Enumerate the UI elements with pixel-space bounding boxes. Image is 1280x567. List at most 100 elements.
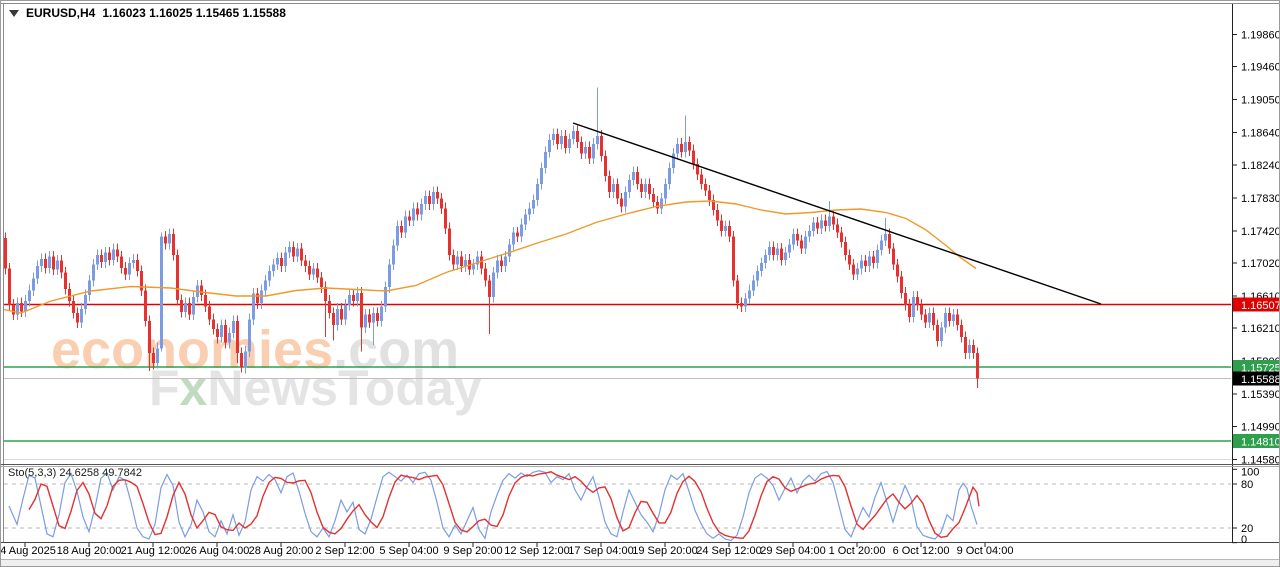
candle-body xyxy=(788,244,791,253)
candle-body xyxy=(912,297,915,317)
candle-body xyxy=(292,247,295,257)
candle-body xyxy=(256,293,259,303)
candle-body xyxy=(20,303,23,312)
candle-body xyxy=(164,236,167,244)
time-tick-label: 9 Oct 04:00 xyxy=(957,545,1014,557)
candle-body xyxy=(860,260,863,269)
stochastic-scale-label: 100 xyxy=(1241,467,1259,479)
candle-body xyxy=(844,242,847,255)
time-tick-label: 24 Sep 12:00 xyxy=(696,545,761,557)
candle-body xyxy=(544,152,547,168)
chevron-down-icon[interactable] xyxy=(9,9,19,17)
candle-body xyxy=(516,232,519,237)
time-tick-label: 28 Aug 20:00 xyxy=(249,545,314,557)
time-tick-label: 19 Sep 20:00 xyxy=(632,545,697,557)
time-tick-label: 29 Sep 04:00 xyxy=(760,545,825,557)
candle-body xyxy=(176,255,179,300)
candle-body xyxy=(116,249,119,257)
candle-body xyxy=(108,252,111,260)
level-price-badge xyxy=(1233,360,1279,374)
candle-body xyxy=(324,287,327,301)
candle-body xyxy=(60,260,63,273)
candle-body xyxy=(936,325,939,341)
candle-body xyxy=(152,353,155,363)
candle-body xyxy=(432,192,435,204)
candle-body xyxy=(524,214,527,225)
candle-body xyxy=(156,348,159,363)
candle-body xyxy=(452,255,455,265)
candle-body xyxy=(644,184,647,192)
candle-body xyxy=(236,321,239,353)
candle-body xyxy=(308,266,311,275)
window-bottom-strip xyxy=(1,559,1279,566)
candle-body xyxy=(188,303,191,315)
candle-body xyxy=(972,345,975,353)
candle-body xyxy=(668,168,671,184)
candle-body xyxy=(72,301,75,313)
candle-body xyxy=(636,172,639,184)
candle-body xyxy=(952,314,955,321)
price-tick-label: 1.18640 xyxy=(1241,128,1280,140)
candle-body xyxy=(288,247,291,253)
candle-body xyxy=(600,136,603,156)
candle-body xyxy=(352,295,355,301)
candle-body xyxy=(900,276,903,293)
candle-body xyxy=(940,327,943,341)
candle-body xyxy=(872,256,875,263)
candle-body xyxy=(656,202,659,209)
candle-body xyxy=(772,247,775,255)
candle-body xyxy=(876,250,879,263)
time-tick-label: 21 Aug 12:00 xyxy=(121,545,186,557)
candle-body xyxy=(948,313,951,321)
candle-body xyxy=(508,244,511,257)
candle-body xyxy=(724,226,727,231)
watermark-brand: economies.com xyxy=(51,319,459,381)
candle-body xyxy=(840,232,843,242)
candle-body xyxy=(760,263,763,271)
candle-body xyxy=(208,306,211,320)
candle-body xyxy=(648,184,651,194)
candle-body xyxy=(304,260,307,266)
candle-body xyxy=(752,280,755,291)
candle-body xyxy=(36,266,39,279)
price-tick-label: 1.19050 xyxy=(1241,95,1280,107)
candle-body xyxy=(696,164,699,175)
candle-body xyxy=(276,258,279,265)
candle-body xyxy=(584,147,587,154)
candle-body xyxy=(676,144,679,154)
candle-body xyxy=(904,293,907,305)
candle-body xyxy=(244,351,247,368)
candle-body xyxy=(268,271,271,281)
candle-body xyxy=(708,190,711,200)
candle-body xyxy=(960,325,963,337)
candle-body xyxy=(780,248,783,260)
price-tick-label: 1.19460 xyxy=(1241,62,1280,74)
candle-body xyxy=(224,325,227,343)
candle-body xyxy=(620,198,623,207)
watermark-f: F xyxy=(149,360,180,416)
price-tick-label: 1.19860 xyxy=(1241,30,1280,42)
time-tick-label: 6 Oct 12:00 xyxy=(893,545,950,557)
candle-body xyxy=(184,303,187,312)
candle-body xyxy=(412,208,415,221)
candle-body xyxy=(492,272,495,297)
candle-body xyxy=(396,226,399,246)
candle-body xyxy=(632,172,635,180)
candle-body xyxy=(92,264,95,281)
candle-body xyxy=(444,208,447,229)
candle-body xyxy=(220,325,223,337)
candle-body xyxy=(792,234,795,245)
candle-body xyxy=(908,305,911,317)
price-tick-label: 1.17420 xyxy=(1241,226,1280,238)
candle-body xyxy=(932,313,935,325)
descending-trendline[interactable] xyxy=(572,122,1102,305)
candle-body xyxy=(856,268,859,275)
time-tick-label: 5 Sep 04:00 xyxy=(379,545,438,557)
candle-body xyxy=(320,277,323,287)
candle-body xyxy=(416,208,419,215)
candle-body xyxy=(896,264,899,277)
candle-body xyxy=(408,216,411,221)
candle-body xyxy=(404,216,407,233)
candle-body xyxy=(168,234,171,244)
